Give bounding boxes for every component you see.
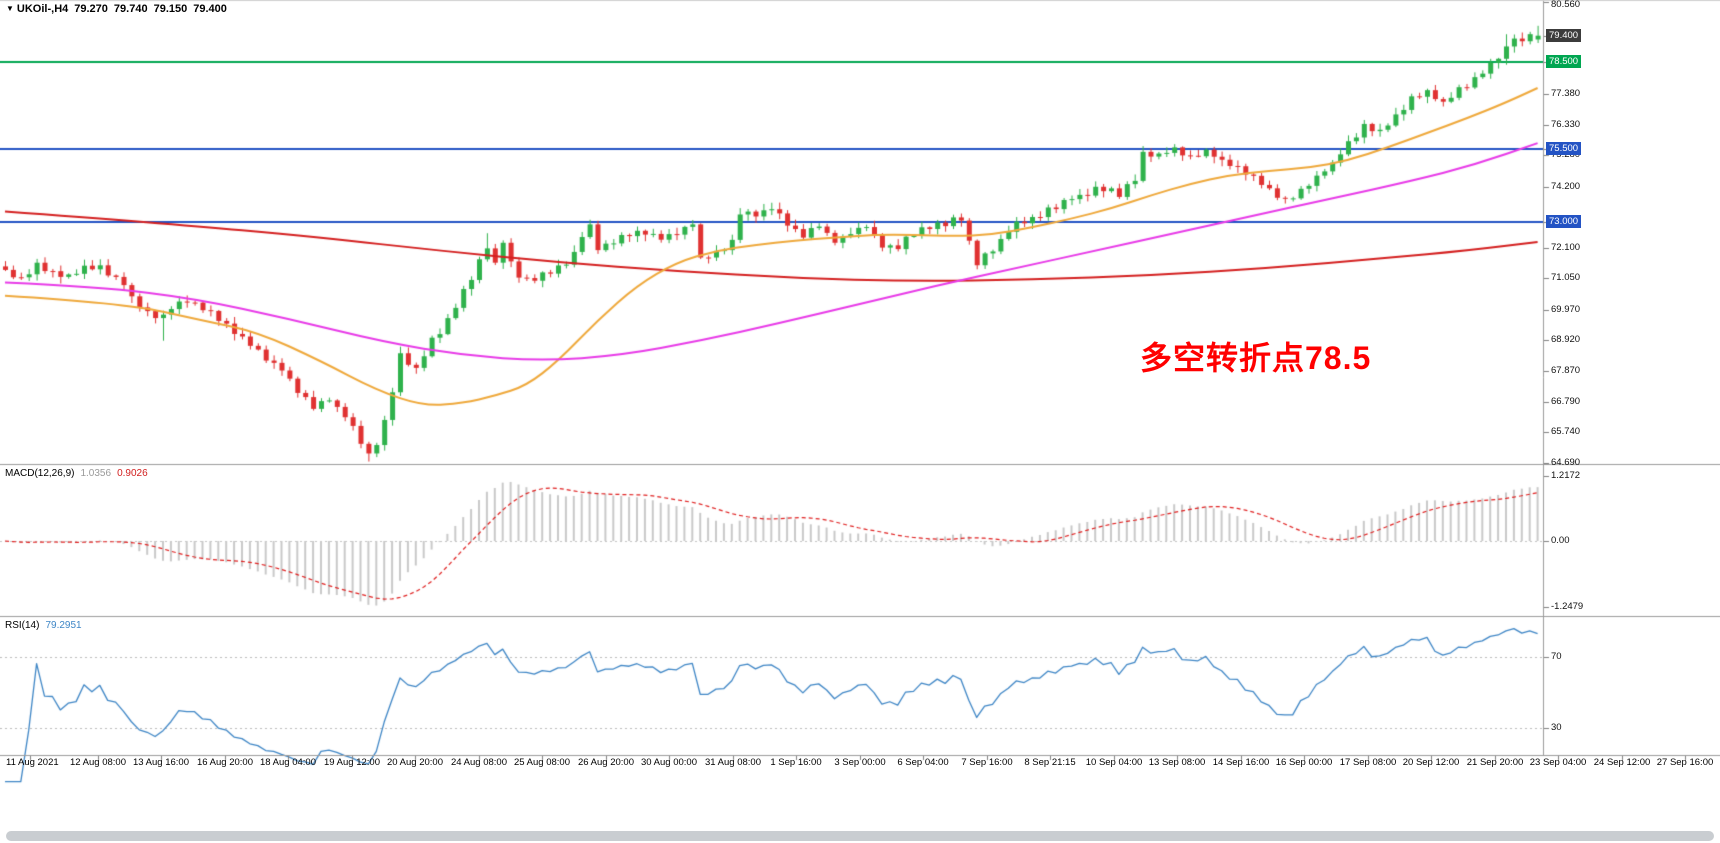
horizontal-scrollbar [0, 830, 1720, 842]
scrollbar-thumb[interactable] [6, 831, 1714, 841]
